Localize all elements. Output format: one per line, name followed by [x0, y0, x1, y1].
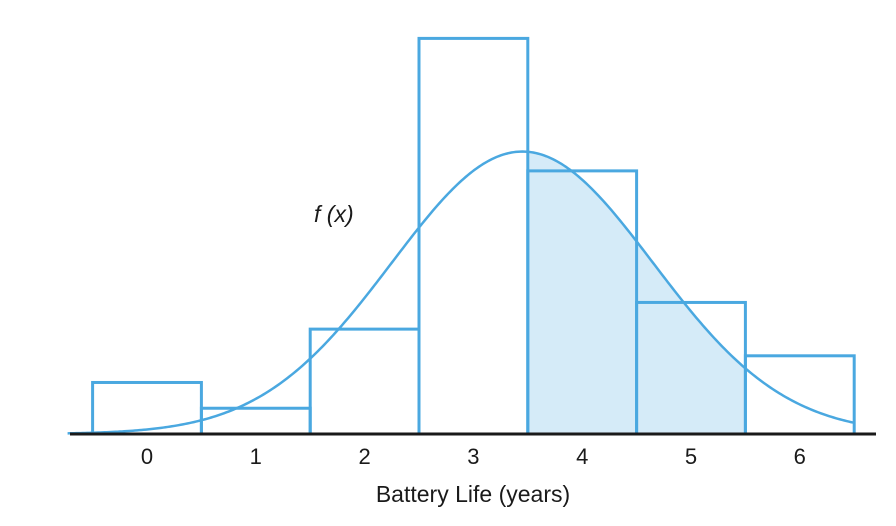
- tick-labels: 0 1 2 3 4 5 6: [141, 444, 806, 469]
- x-tick-label-3: 3: [467, 444, 479, 469]
- histogram-bar-0: [91, 380, 203, 436]
- x-tick-label-2: 2: [358, 444, 370, 469]
- histogram-bar-3: [417, 36, 530, 436]
- density-curve: [67, 150, 854, 435]
- x-tick-label-0: 0: [141, 444, 153, 469]
- histogram-bar-1: [199, 406, 312, 436]
- histogram-bar-2: [308, 327, 421, 436]
- x-tick-label-1: 1: [250, 444, 262, 469]
- x-tick-label-5: 5: [685, 444, 697, 469]
- curve-label: f (x): [314, 201, 354, 227]
- x-tick-label-6: 6: [794, 444, 806, 469]
- x-axis-title: Battery Life (years): [376, 481, 570, 507]
- x-tick-label-4: 4: [576, 444, 588, 469]
- histogram-bar-6: [743, 354, 856, 436]
